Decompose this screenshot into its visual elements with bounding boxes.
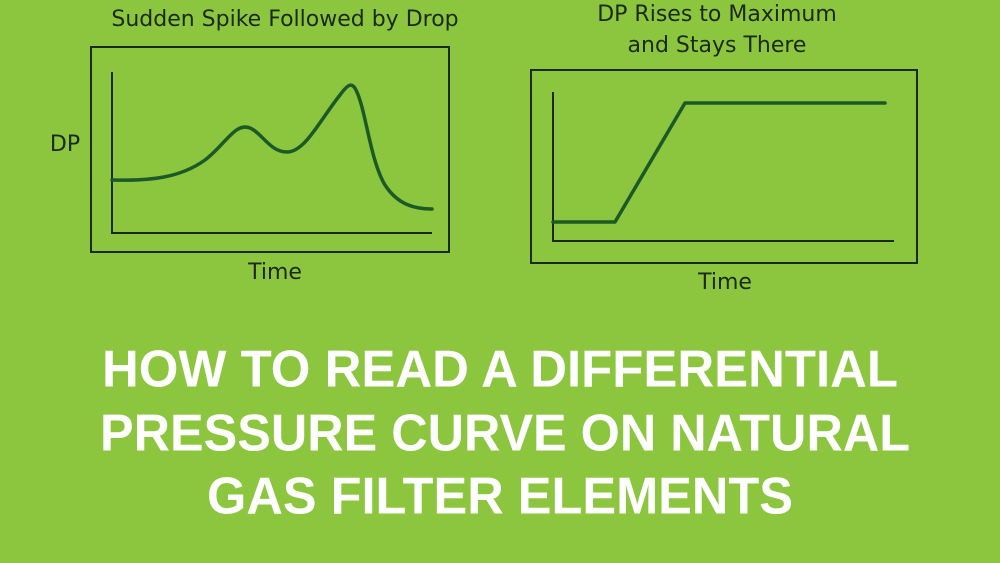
headline: PRESSURE CURVE ON NATURAL [100, 405, 910, 463]
headline: GAS FILTER ELEMENTS [207, 468, 793, 526]
x-axis-label: Time [247, 260, 302, 285]
chart-title: Sudden Spike Followed by Drop [111, 7, 458, 32]
headline: HOW TO READ A DIFFERENTIAL [102, 341, 898, 399]
x-axis-label: Time [697, 270, 752, 295]
chart-title: and Stays There [628, 33, 807, 58]
chart-frame [530, 69, 918, 264]
axes [552, 92, 894, 242]
axes [111, 72, 432, 234]
chart-frame [90, 46, 450, 253]
dp-curve [551, 101, 887, 224]
dp-curve [110, 83, 434, 211]
chart-title: DP Rises to Maximum [597, 2, 837, 27]
y-axis-label: DP [50, 132, 80, 157]
